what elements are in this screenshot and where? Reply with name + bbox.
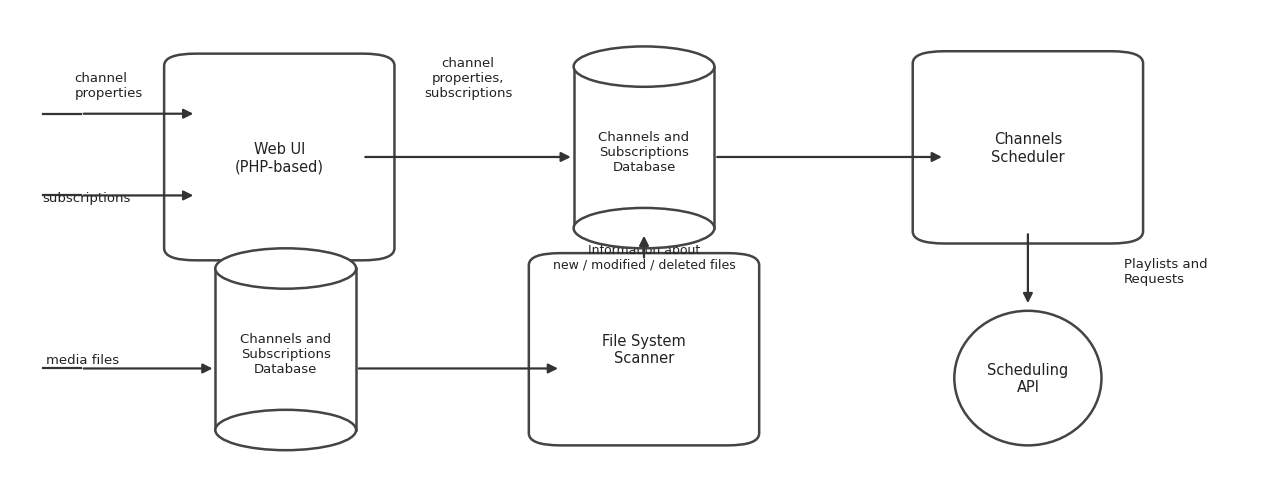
Text: Channels and
Subscriptions
Database: Channels and Subscriptions Database xyxy=(599,131,689,174)
Text: media files: media files xyxy=(46,353,120,366)
Text: channel
properties,
subscriptions: channel properties, subscriptions xyxy=(424,57,513,100)
Ellipse shape xyxy=(215,410,355,450)
Text: channel
properties: channel properties xyxy=(75,72,143,100)
Text: Scheduling
API: Scheduling API xyxy=(988,362,1069,394)
Text: File System
Scanner: File System Scanner xyxy=(601,333,687,366)
Text: subscriptions: subscriptions xyxy=(43,192,131,205)
Text: Information about
new / modified / deleted files: Information about new / modified / delet… xyxy=(553,243,735,271)
Text: Channels and
Subscriptions
Database: Channels and Subscriptions Database xyxy=(240,332,331,375)
Bar xyxy=(215,269,355,430)
Ellipse shape xyxy=(215,249,355,289)
Bar xyxy=(573,67,715,229)
Text: Web UI
(PHP-based): Web UI (PHP-based) xyxy=(234,142,323,174)
FancyBboxPatch shape xyxy=(913,52,1142,244)
Text: Channels
Scheduler: Channels Scheduler xyxy=(990,132,1065,164)
FancyBboxPatch shape xyxy=(164,55,394,261)
Ellipse shape xyxy=(954,311,1101,446)
Text: Playlists and
Requests: Playlists and Requests xyxy=(1124,258,1207,285)
Ellipse shape xyxy=(573,47,715,88)
FancyBboxPatch shape xyxy=(529,254,759,446)
Ellipse shape xyxy=(573,208,715,249)
